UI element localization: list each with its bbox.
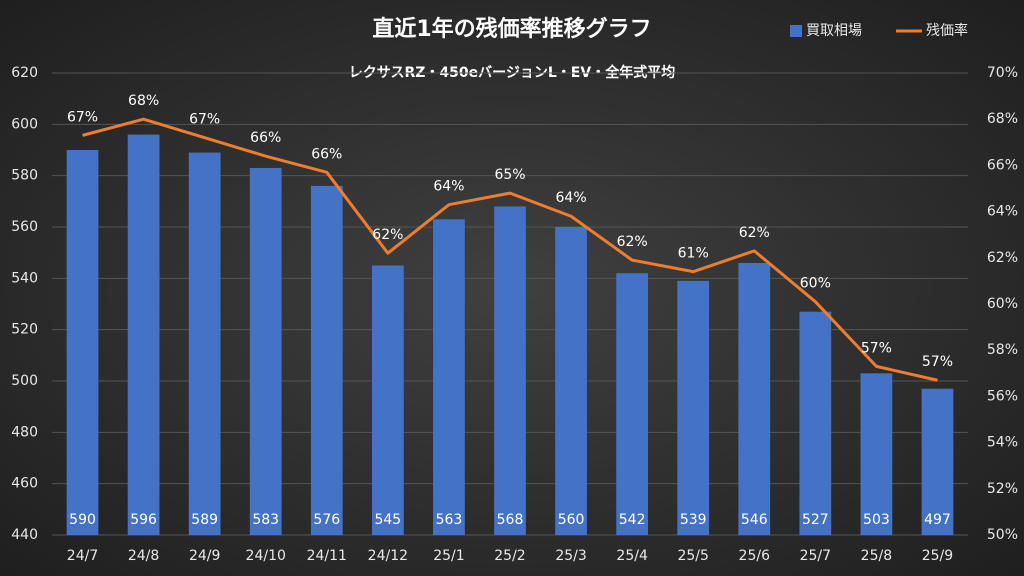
bar-value-label: 596 xyxy=(130,512,157,528)
bar-value-label: 545 xyxy=(374,512,401,528)
line-value-label: 66% xyxy=(250,130,281,146)
line-value-label: 68% xyxy=(128,93,159,109)
y-tick-label: 600 xyxy=(11,116,38,132)
line-value-label: 57% xyxy=(922,354,953,370)
y2-tick-label: 66% xyxy=(987,157,1018,173)
line-value-label: 65% xyxy=(494,167,525,183)
bar xyxy=(555,227,587,535)
line-value-label: 57% xyxy=(861,340,892,356)
bar-value-label: 576 xyxy=(313,512,340,528)
bar-value-label: 563 xyxy=(436,512,463,528)
y2-tick-label: 64% xyxy=(987,204,1018,220)
x-tick-label: 25/3 xyxy=(555,548,586,564)
x-tick-label: 25/4 xyxy=(616,548,648,564)
y-tick-label: 440 xyxy=(11,527,38,543)
bar xyxy=(127,134,160,535)
bar-value-label: 589 xyxy=(191,512,218,528)
x-tick-label: 25/1 xyxy=(433,548,464,564)
bar-value-label: 503 xyxy=(863,512,890,528)
bar-value-label: 539 xyxy=(680,512,707,528)
y2-tick-label: 54% xyxy=(987,435,1018,451)
x-tick-label: 24/12 xyxy=(368,548,408,564)
bar xyxy=(310,185,343,535)
bar xyxy=(799,311,832,535)
y2-tick-label: 70% xyxy=(987,65,1018,81)
bar xyxy=(494,206,526,535)
line-value-label: 67% xyxy=(67,109,98,125)
bar-value-label: 583 xyxy=(252,512,279,528)
x-tick-label: 25/9 xyxy=(922,548,953,564)
legend-swatch xyxy=(790,25,802,37)
y2-tick-label: 52% xyxy=(987,481,1018,497)
line-value-label: 64% xyxy=(433,179,464,195)
line-value-label: 61% xyxy=(678,246,709,262)
y2-tick-label: 68% xyxy=(987,111,1018,127)
y2-tick-label: 62% xyxy=(987,250,1018,266)
y2-tick-label: 60% xyxy=(987,296,1018,312)
line xyxy=(82,117,938,382)
x-tick-label: 25/6 xyxy=(739,548,771,564)
legend-label: 残価率 xyxy=(926,22,968,39)
line-value-label: 62% xyxy=(372,227,403,243)
y-tick-label: 460 xyxy=(11,476,38,492)
bar xyxy=(738,262,771,535)
y-tick-label: 540 xyxy=(11,270,38,286)
x-tick-label: 25/5 xyxy=(677,548,708,564)
bar xyxy=(188,152,221,536)
bar xyxy=(66,150,99,535)
line-value-label: 64% xyxy=(556,190,587,206)
bar-value-label: 542 xyxy=(619,512,646,528)
y-tick-label: 620 xyxy=(11,65,38,81)
x-tick-label: 24/9 xyxy=(189,548,220,564)
x-tick-label: 24/11 xyxy=(307,548,347,564)
y2-tick-label: 58% xyxy=(987,342,1018,358)
line-value-label: 66% xyxy=(311,146,342,162)
x-tick-label: 25/8 xyxy=(861,548,892,564)
bar xyxy=(249,167,282,535)
y-tick-label: 520 xyxy=(11,322,38,338)
line-value-label: 62% xyxy=(739,225,770,241)
bar xyxy=(677,280,710,535)
y2-tick-label: 56% xyxy=(987,388,1018,404)
y-tick-label: 480 xyxy=(11,424,38,440)
bar xyxy=(371,265,404,535)
bar xyxy=(921,388,954,535)
x-tick-label: 24/8 xyxy=(128,548,159,564)
line-value-label: 60% xyxy=(800,276,831,292)
bar-value-label: 590 xyxy=(69,512,96,528)
bar-value-label: 527 xyxy=(802,512,829,528)
legend-label: 買取相場 xyxy=(806,23,862,39)
bar xyxy=(616,273,649,535)
x-tick-label: 24/10 xyxy=(246,548,286,564)
y-tick-label: 560 xyxy=(11,219,38,235)
x-tick-label: 25/2 xyxy=(494,548,525,564)
bar xyxy=(860,373,893,535)
x-tick-label: 25/7 xyxy=(800,548,831,564)
y2-tick-label: 50% xyxy=(987,527,1018,543)
bar-value-label: 546 xyxy=(741,512,768,528)
y-tick-label: 580 xyxy=(11,168,38,184)
line-value-label: 62% xyxy=(617,234,648,250)
line-value-label: 67% xyxy=(189,112,220,128)
y-tick-label: 500 xyxy=(11,373,38,389)
bar-value-label: 497 xyxy=(924,512,951,528)
chart-title: 直近1年の残価率推移グラフ xyxy=(372,16,651,42)
bar-value-label: 560 xyxy=(558,512,585,528)
bar-value-label: 568 xyxy=(497,512,524,528)
x-tick-label: 24/7 xyxy=(67,548,98,564)
bar xyxy=(433,219,465,536)
